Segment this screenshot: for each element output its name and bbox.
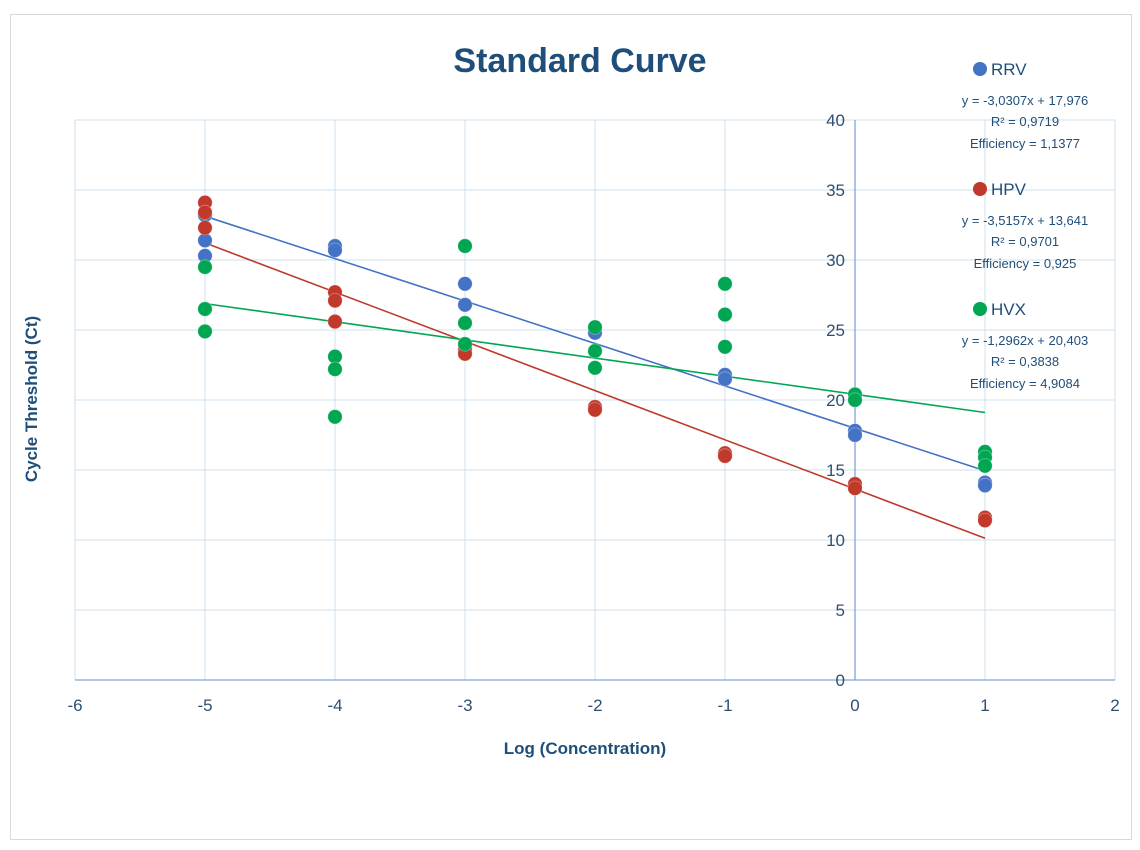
legend-label-hpv: HPV bbox=[991, 180, 1027, 199]
point-hvx bbox=[457, 238, 473, 254]
legend-marker-hpv bbox=[973, 182, 987, 196]
y-tick-label: 5 bbox=[836, 601, 845, 620]
point-hpv bbox=[327, 313, 343, 330]
x-tick-label: -3 bbox=[457, 696, 472, 715]
point-hpv bbox=[327, 292, 343, 309]
legend-label-rrv: RRV bbox=[991, 60, 1027, 79]
x-tick-label: -4 bbox=[327, 696, 342, 715]
point-hpv bbox=[977, 512, 993, 529]
point-hvx bbox=[197, 323, 213, 339]
y-tick-label: 10 bbox=[826, 531, 845, 550]
point-rrv bbox=[457, 297, 473, 313]
point-hpv bbox=[197, 220, 213, 236]
point-hvx bbox=[457, 336, 473, 352]
chart-title: Standard Curve bbox=[453, 42, 706, 80]
chart-frame bbox=[10, 14, 1132, 840]
x-tick-label: 0 bbox=[850, 696, 859, 715]
x-tick-label: -6 bbox=[67, 696, 82, 715]
x-axis-title: Log (Concentration) bbox=[504, 739, 666, 758]
efficiency-hvx: Efficiency = 4,9084 bbox=[970, 376, 1080, 391]
r2-rrv: R² = 0,9719 bbox=[991, 114, 1059, 129]
point-hvx bbox=[327, 361, 343, 377]
point-rrv bbox=[327, 242, 343, 258]
y-tick-label: 25 bbox=[826, 321, 845, 340]
point-hpv bbox=[197, 204, 213, 220]
legend-label-hvx: HVX bbox=[991, 300, 1026, 319]
efficiency-hpv: Efficiency = 0,925 bbox=[974, 256, 1077, 271]
r2-hpv: R² = 0,9701 bbox=[991, 234, 1059, 249]
point-hvx bbox=[717, 276, 733, 292]
legend: RRV y = -3,0307x + 17,976 R² = 0,9719 Effic… bbox=[962, 60, 1088, 391]
point-rrv bbox=[847, 427, 863, 443]
point-hvx bbox=[197, 301, 213, 317]
equation-hpv: y = -3,5157x + 13,641 bbox=[962, 213, 1088, 228]
x-tick-label: 2 bbox=[1110, 696, 1119, 715]
point-hvx bbox=[717, 339, 733, 355]
equation-hvx: y = -1,2962x + 20,403 bbox=[962, 333, 1088, 348]
point-hvx bbox=[587, 360, 603, 376]
y-tick-label: 20 bbox=[826, 391, 845, 410]
point-rrv bbox=[717, 371, 733, 387]
y-axis-title: Cycle Threshold (Ct) bbox=[22, 316, 41, 482]
x-tick-label: -1 bbox=[717, 696, 732, 715]
point-hvx bbox=[457, 315, 473, 331]
point-rrv bbox=[977, 477, 993, 493]
point-hpv bbox=[717, 448, 733, 464]
point-hpv bbox=[587, 402, 603, 418]
point-hvx bbox=[587, 319, 603, 335]
legend-marker-rrv bbox=[973, 62, 987, 76]
equation-rrv: y = -3,0307x + 17,976 bbox=[962, 93, 1088, 108]
legend-marker-hvx bbox=[973, 302, 987, 316]
efficiency-rrv: Efficiency = 1,1377 bbox=[970, 136, 1080, 151]
y-tick-label: 30 bbox=[826, 251, 845, 270]
point-hvx bbox=[977, 458, 993, 474]
x-tick-label: -5 bbox=[197, 696, 212, 715]
point-rrv bbox=[457, 276, 473, 292]
point-hvx bbox=[587, 343, 603, 359]
point-hvx bbox=[717, 306, 733, 323]
x-tick-label: 1 bbox=[980, 696, 989, 715]
y-tick-label: 15 bbox=[826, 461, 845, 480]
r2-hvx: R² = 0,3838 bbox=[991, 354, 1059, 369]
data-points bbox=[197, 195, 993, 529]
y-tick-label: 35 bbox=[826, 181, 845, 200]
point-hpv bbox=[847, 480, 863, 496]
y-tick-label: 0 bbox=[836, 671, 845, 690]
point-hvx bbox=[327, 409, 343, 425]
x-tick-label: -2 bbox=[587, 696, 602, 715]
point-hvx bbox=[197, 259, 213, 275]
y-tick-label: 40 bbox=[826, 111, 845, 130]
point-hvx bbox=[847, 392, 863, 408]
